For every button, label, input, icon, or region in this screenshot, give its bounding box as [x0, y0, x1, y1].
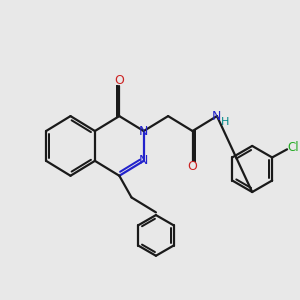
Text: N: N — [139, 154, 148, 167]
Text: O: O — [188, 160, 197, 173]
Text: N: N — [139, 124, 148, 137]
Text: Cl: Cl — [287, 142, 299, 154]
Text: O: O — [114, 74, 124, 87]
Text: H: H — [221, 116, 229, 127]
Text: N: N — [212, 110, 222, 123]
